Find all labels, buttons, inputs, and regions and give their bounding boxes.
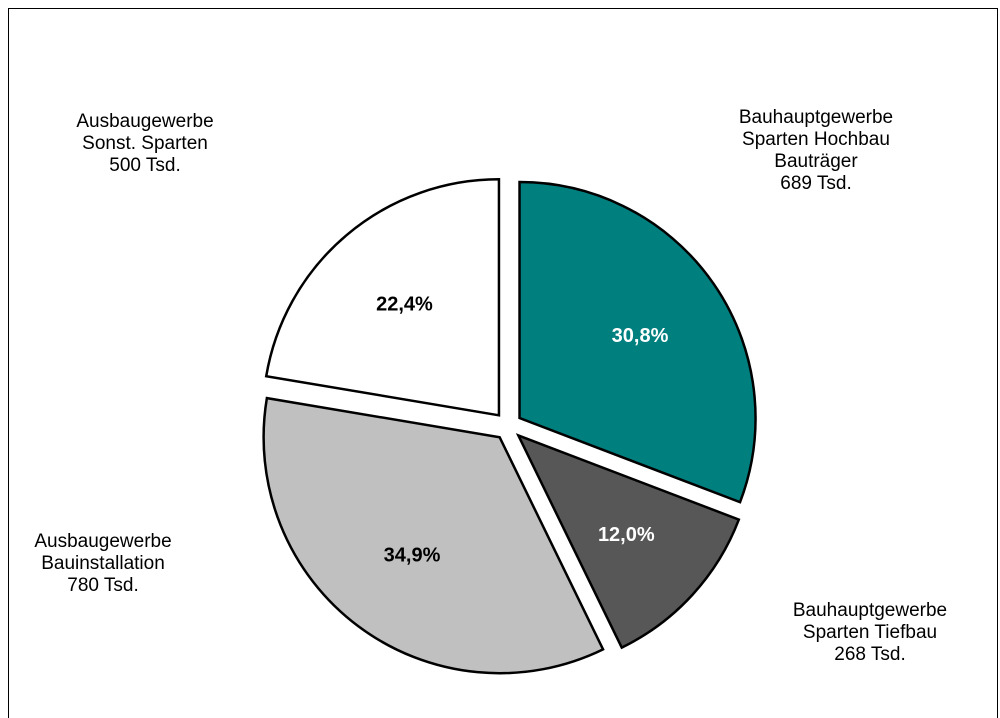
label-tiefbau-line-2: Sparten Tiefbau [802, 622, 938, 643]
label-sonst: Ausbaugewerbe Sonst. Sparten 500 Tsd. [40, 111, 250, 177]
label-hochbau-line-4: 689 Tsd. [780, 173, 852, 194]
label-tiefbau-line-1: Bauhauptgewerbe [792, 600, 948, 621]
label-tiefbau-line-3: 268 Tsd. [834, 644, 906, 665]
label-bauinstallation-line-2: Bauinstallation [41, 553, 165, 574]
percent-label-bauinstallation: 34,9% [384, 544, 441, 566]
percent-label-hochbau: 30,8% [612, 325, 669, 347]
label-hochbau-line-2: Sparten Hochbau [742, 129, 890, 150]
label-hochbau-line-3: Bauträger [774, 151, 858, 172]
percent-label-tiefbau: 12,0% [598, 524, 655, 546]
label-bauinstallation: Ausbaugewerbe Bauinstallation 780 Tsd. [0, 531, 206, 597]
label-hochbau: Bauhauptgewerbe Sparten Hochbau Bauträge… [706, 107, 926, 195]
label-sonst-line-2: Sonst. Sparten [82, 133, 208, 154]
label-sonst-line-3: 500 Tsd. [109, 155, 181, 176]
label-sonst-line-1: Ausbaugewerbe [76, 111, 214, 132]
label-bauinstallation-line-3: 780 Tsd. [67, 575, 139, 596]
pie-slice-bauinstallation [262, 396, 605, 675]
pie-slice-tiefbau [515, 433, 741, 650]
label-tiefbau: Bauhauptgewerbe Sparten Tiefbau 268 Tsd. [760, 600, 980, 666]
label-hochbau-line-1: Bauhauptgewerbe [738, 107, 894, 128]
pie-slice-sonst [264, 178, 501, 417]
label-bauinstallation-line-1: Ausbaugewerbe [34, 531, 172, 552]
percent-label-sonst: 22,4% [376, 294, 433, 316]
pie-slice-hochbau [518, 180, 757, 504]
